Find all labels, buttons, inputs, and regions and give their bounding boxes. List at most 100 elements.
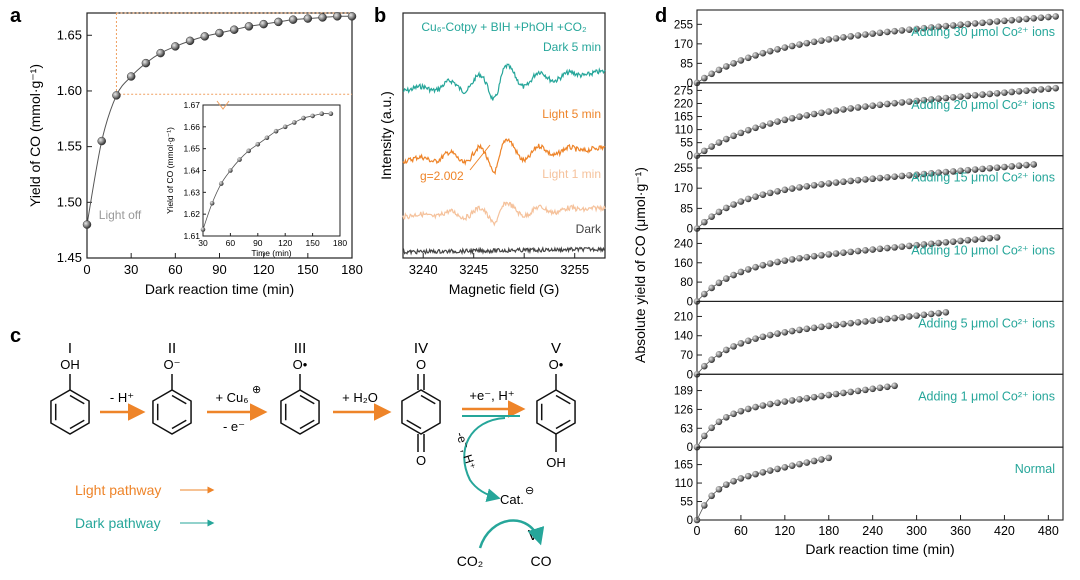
series-label: Light 1 min: [542, 167, 601, 181]
double-bond: [299, 419, 315, 430]
y-tick-label: 189: [674, 386, 693, 398]
data-point: [752, 470, 759, 478]
data-point: [862, 31, 869, 38]
data-point: [701, 362, 708, 370]
data-point: [840, 34, 847, 41]
data-point: [97, 136, 106, 146]
data-point: [730, 271, 737, 279]
y-tick-label: 0: [687, 224, 693, 236]
subplot-frame: [696, 228, 1064, 302]
data-point: [942, 22, 950, 30]
y-tick-label: 240: [674, 238, 693, 250]
data-point: [957, 93, 964, 100]
data-point: [1030, 161, 1038, 168]
series-line: [402, 137, 606, 176]
data-point: [737, 475, 745, 482]
data-point: [847, 177, 855, 185]
series-label: Adding 30 μmol Co²⁺ ions: [911, 25, 1055, 39]
y-tick-label: 126: [674, 404, 693, 416]
data-point: [730, 201, 737, 208]
x-tick-label: 480: [1038, 524, 1059, 538]
data-point: [891, 99, 898, 107]
double-bond: [69, 419, 85, 430]
x-axis-label: Dark reaction time (min): [145, 281, 294, 297]
data-point: [759, 402, 767, 409]
x-tick-label: 120: [253, 262, 275, 277]
g-value-label: g=2.002: [420, 169, 464, 183]
data-point: [701, 218, 708, 226]
x-tick-label: 180: [341, 262, 363, 277]
data-point: [905, 98, 913, 105]
data-point: [708, 424, 715, 432]
data-point: [898, 313, 906, 321]
data-point: [730, 59, 737, 67]
data-point: [971, 20, 979, 27]
data-point: [1001, 163, 1008, 171]
step-label-1: - H⁺: [110, 390, 134, 405]
x-tick-label: 60: [734, 524, 748, 538]
x-tick-label: 3250: [510, 262, 539, 277]
data-point: [708, 70, 715, 78]
curve: [696, 385, 895, 448]
inset-point: [200, 227, 206, 232]
benzene-ring: [152, 389, 192, 435]
data-point: [803, 253, 811, 261]
y-tick-label: 55: [680, 138, 693, 150]
data-point: [840, 320, 847, 328]
data-point: [737, 340, 745, 347]
y-tick-label: 0: [687, 296, 693, 308]
data-point: [854, 247, 862, 255]
double-bond: [171, 419, 187, 430]
inset-point: [301, 115, 306, 121]
inset-point: [246, 148, 251, 154]
data-point: [862, 176, 869, 183]
species-label-3: III: [294, 340, 307, 357]
y-axis-label: Intensity (a.u.): [378, 91, 394, 180]
data-point: [759, 333, 767, 341]
data-point: [913, 241, 920, 249]
benzene-ring: [50, 389, 90, 435]
data-point: [112, 91, 121, 100]
data-point: [1023, 15, 1030, 23]
series-label: Adding 5 μmol Co²⁺ ions: [918, 316, 1055, 330]
data-point: [986, 18, 994, 26]
inset-point: [282, 124, 288, 130]
data-point: [774, 46, 781, 53]
data-point: [876, 174, 884, 182]
data-point: [847, 319, 855, 327]
data-point: [876, 316, 884, 324]
data-point: [920, 24, 928, 32]
subplot-frame: [696, 300, 1064, 375]
inset-point: [328, 111, 334, 117]
species-label-1: I: [68, 340, 72, 357]
series-label: Adding 1 μmol Co²⁺ ions: [918, 389, 1055, 403]
data-point: [737, 129, 745, 137]
data-point: [781, 463, 789, 471]
data-point: [715, 66, 723, 74]
data-point: [715, 351, 723, 358]
data-point: [1001, 17, 1008, 25]
data-point: [803, 394, 811, 402]
species-label-5: V: [551, 340, 561, 357]
inset-y-tick-label: 1.67: [183, 100, 200, 110]
subplot-frame: [696, 9, 1064, 84]
data-point: [957, 237, 964, 245]
y-tick-label: 85: [680, 58, 693, 70]
data-point: [708, 284, 715, 292]
data-point: [274, 17, 283, 27]
data-point: [840, 249, 847, 256]
data-point: [701, 147, 708, 155]
group-oh-5: OH: [546, 455, 566, 470]
data-point: [737, 57, 745, 64]
data-point: [810, 38, 818, 46]
data-point: [913, 312, 920, 319]
x-tick-label: 30: [124, 262, 138, 277]
data-point: [964, 92, 972, 100]
data-point: [927, 24, 935, 31]
y-tick-label: 0: [687, 369, 693, 381]
data-point: [788, 114, 796, 122]
data-point: [854, 104, 862, 111]
data-point: [876, 101, 884, 109]
data-point: [979, 91, 986, 98]
inset-x-label: Time (min): [251, 248, 291, 258]
